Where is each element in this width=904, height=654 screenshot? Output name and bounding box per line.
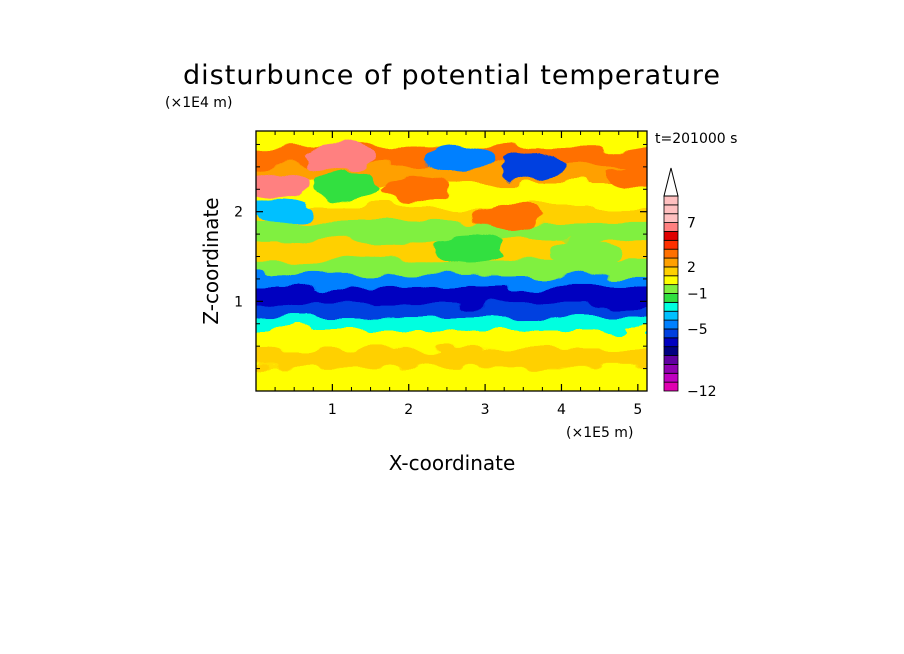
contour-band bbox=[256, 325, 647, 349]
colorbar-extend-arrow bbox=[663, 167, 679, 197]
colorbar-swatch bbox=[663, 204, 679, 215]
x-axis-label: X-coordinate bbox=[389, 451, 516, 475]
contour-feature bbox=[607, 162, 647, 189]
colorbar-label: −5 bbox=[687, 322, 708, 338]
contour-feature bbox=[550, 239, 619, 266]
contour-feature bbox=[313, 171, 382, 198]
y-tick-label: 2 bbox=[234, 205, 243, 221]
colorbar-swatch bbox=[663, 248, 679, 259]
colorbar-swatch bbox=[663, 275, 679, 286]
contour-band bbox=[256, 361, 647, 385]
time-annotation: t=201000 s bbox=[655, 131, 737, 147]
contour-feature bbox=[474, 203, 543, 230]
plot-frame bbox=[255, 130, 648, 392]
colorbar-label: 2 bbox=[687, 260, 696, 276]
contour-feature bbox=[424, 144, 493, 171]
x-tick-label: 2 bbox=[404, 402, 413, 418]
colorbar-swatch bbox=[663, 284, 679, 294]
colorbar-label: −12 bbox=[687, 384, 717, 400]
contour-field bbox=[256, 131, 647, 391]
colorbar-label: −1 bbox=[687, 287, 708, 303]
x-tick-label: 4 bbox=[557, 402, 566, 418]
colorbar-swatch bbox=[663, 195, 679, 206]
contour-feature bbox=[256, 171, 310, 198]
colorbar-swatch bbox=[663, 319, 679, 330]
contour-feature bbox=[306, 144, 375, 171]
colorbar-swatch bbox=[663, 231, 679, 241]
x-tick-label: 5 bbox=[633, 402, 642, 418]
colorbar-swatch bbox=[663, 293, 679, 303]
y-tick-label: 1 bbox=[234, 294, 243, 310]
colorbar-swatch bbox=[663, 328, 679, 339]
colorbar-swatch bbox=[663, 213, 679, 223]
contour-feature bbox=[256, 198, 313, 225]
colorbar-swatch bbox=[663, 310, 679, 321]
colorbar-swatch bbox=[663, 381, 679, 392]
contour-feature bbox=[435, 234, 504, 261]
chart-title: disturbunce of potential temperature bbox=[183, 60, 721, 91]
colorbar-swatch bbox=[663, 364, 679, 374]
colorbar-swatch bbox=[663, 239, 679, 250]
contour-band bbox=[256, 217, 647, 242]
contour-band bbox=[256, 343, 647, 367]
x-tick-label: 1 bbox=[328, 402, 337, 418]
colorbar-swatch bbox=[663, 301, 679, 312]
x-unit-label: (×1E5 m) bbox=[566, 425, 633, 441]
colorbar: −12−5−127 bbox=[663, 167, 717, 400]
plot-area bbox=[256, 131, 647, 391]
x-axis: 1 2 3 4 5 bbox=[274, 131, 642, 418]
contour-feature bbox=[496, 153, 565, 180]
colorbar-swatch bbox=[663, 266, 679, 277]
colorbar-swatch bbox=[663, 372, 679, 383]
y-axis: 12 bbox=[234, 143, 647, 370]
colorbar-swatch bbox=[663, 346, 679, 356]
colorbar-swatch bbox=[663, 355, 679, 365]
colorbar-swatch bbox=[663, 222, 679, 232]
colorbar-swatch bbox=[663, 337, 679, 348]
contour-band bbox=[256, 199, 647, 224]
y-axis-label: Z-coordinate bbox=[199, 197, 223, 324]
y-unit-label: (×1E4 m) bbox=[165, 95, 232, 111]
colorbar-label: 7 bbox=[687, 216, 696, 232]
contour-band bbox=[256, 131, 647, 148]
x-tick-label: 3 bbox=[481, 402, 490, 418]
colorbar-swatch bbox=[663, 257, 679, 268]
contour-feature bbox=[382, 176, 451, 203]
